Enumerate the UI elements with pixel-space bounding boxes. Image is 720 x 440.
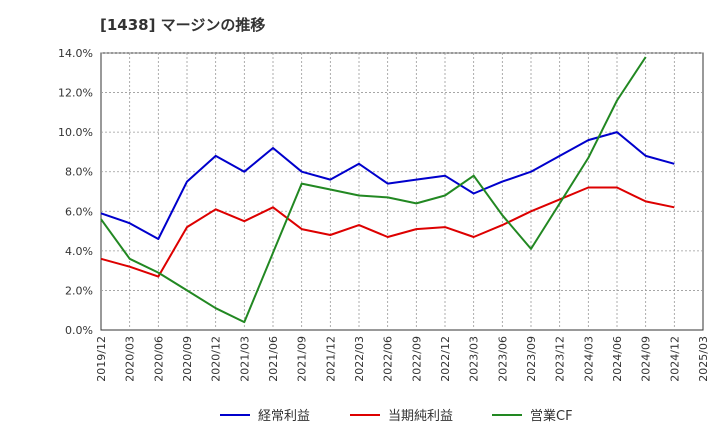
y-tick-label: 8.0% [65,166,93,179]
series-line-1 [100,186,675,278]
series-line-2 [100,56,647,324]
y-tick-label: 0.0% [65,324,93,337]
x-tick-label: 2021/06 [267,336,280,382]
x-tick-label: 2020/06 [152,336,165,382]
y-tick-label: 4.0% [65,245,93,258]
x-tick-label: 2020/12 [210,336,223,382]
y-tick-label: 10.0% [58,126,93,139]
plot-border [100,52,704,331]
x-axis: 2019/12 2020/03 2020/06 2020/09 2020/12 2021/… [95,336,710,382]
series-lines [100,56,675,324]
y-tick-label: 14.0% [58,47,93,60]
x-tick-label: 2019/12 [95,336,108,382]
x-tick-label: 2020/03 [124,336,137,382]
series-line-0 [100,131,675,240]
x-tick-label: 2023/06 [496,336,509,382]
chart-title: [1438] マージンの推移 [100,16,266,34]
y-tick-label: 12.0% [58,87,93,100]
x-tick-label: 2023/09 [525,336,538,382]
x-tick-label: 2024/09 [640,336,653,382]
x-tick-label: 2022/09 [410,336,423,382]
x-tick-label: 2020/09 [181,336,194,382]
y-axis: 0.0% 2.0% 4.0% 6.0% 8.0% 10.0% 12.0% 14.0% [58,47,93,337]
plot-area [100,52,704,331]
legend-label-2: 営業CF [530,408,573,424]
x-tick-label: 2024/12 [668,336,681,382]
legend-label-1: 当期純利益 [388,409,453,424]
x-tick-label: 2022/06 [382,336,395,382]
x-tick-label: 2021/09 [296,336,309,382]
x-tick-label: 2021/03 [238,336,251,382]
x-tick-label: 2023/12 [554,336,567,382]
x-tick-label: 2023/03 [468,336,481,382]
legend: 経常利益 当期純利益 営業CF [220,408,573,424]
x-tick-label: 2024/06 [611,336,624,382]
legend-label-0: 経常利益 [258,409,310,424]
grid-lines [101,52,703,330]
y-tick-label: 6.0% [65,205,93,218]
x-tick-label: 2025/03 [697,336,710,382]
x-tick-label: 2024/03 [582,336,595,382]
y-tick-label: 2.0% [65,284,93,297]
x-tick-label: 2022/03 [353,336,366,382]
x-tick-label: 2022/12 [439,336,452,382]
x-tick-label: 2021/12 [324,336,337,382]
